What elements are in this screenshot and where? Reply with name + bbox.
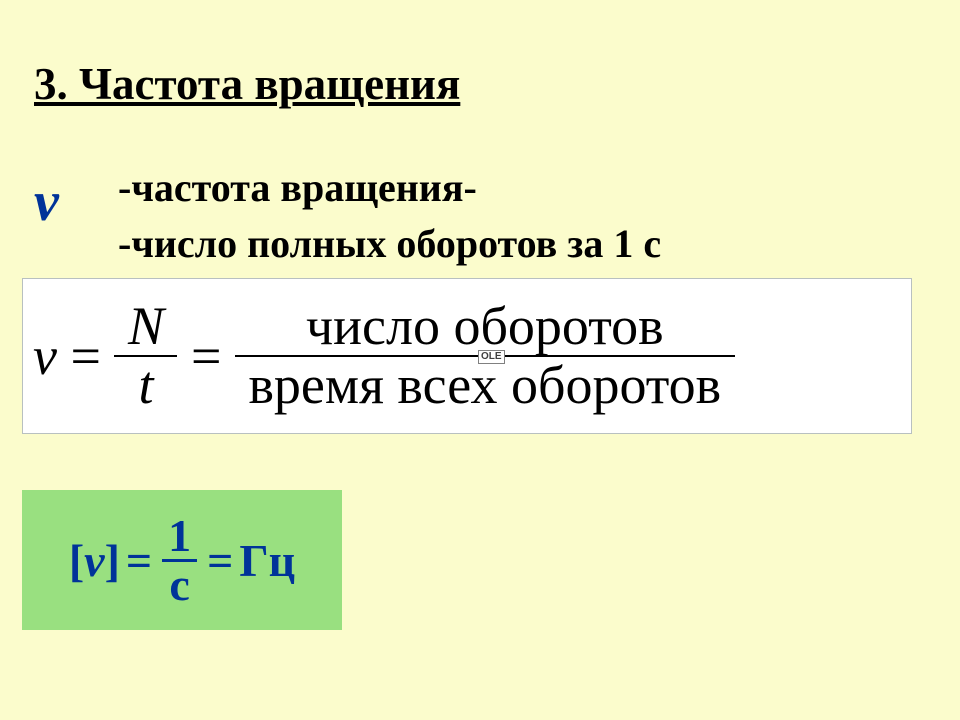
formula-frac1-den: t <box>125 357 167 414</box>
definition-line-2: -число полных оборотов за 1 с <box>118 220 661 267</box>
unit-nu: ν <box>84 534 104 587</box>
formula-eq-1: = <box>70 325 100 387</box>
unit-box: [ ν ] = 1 с = Гц <box>22 490 342 630</box>
unit-formula: [ ν ] = 1 с = Гц <box>69 513 295 608</box>
formula-frac2-num: число оборотов <box>292 298 677 355</box>
formula-fraction-1: N t <box>114 298 177 413</box>
unit-rhs: Гц <box>239 534 295 587</box>
formula: ν = N t = число оборотов время всех обор… <box>33 298 735 413</box>
section-heading: 3. Частота вращения <box>34 58 460 110</box>
nu-symbol: ν <box>34 170 59 234</box>
formula-frac2-den: время всех оборотов <box>235 357 735 414</box>
formula-box: ν = N t = число оборотов время всех обор… <box>22 278 912 434</box>
unit-close-bracket: ] <box>105 534 120 587</box>
unit-open-bracket: [ <box>69 534 84 587</box>
unit-fraction: 1 с <box>162 513 197 608</box>
ole-badge: OLE <box>478 350 505 364</box>
definition-line-1: -частота вращения- <box>118 164 477 211</box>
formula-eq-2: = <box>191 325 221 387</box>
formula-nu: ν <box>33 325 57 387</box>
slide: 3. Частота вращения ν -частота вращения-… <box>0 0 960 720</box>
formula-frac1-num: N <box>114 298 177 355</box>
unit-frac-den: с <box>163 562 195 608</box>
unit-eq-2: = <box>207 534 233 587</box>
unit-eq-1: = <box>126 534 152 587</box>
unit-frac-num: 1 <box>162 513 197 559</box>
